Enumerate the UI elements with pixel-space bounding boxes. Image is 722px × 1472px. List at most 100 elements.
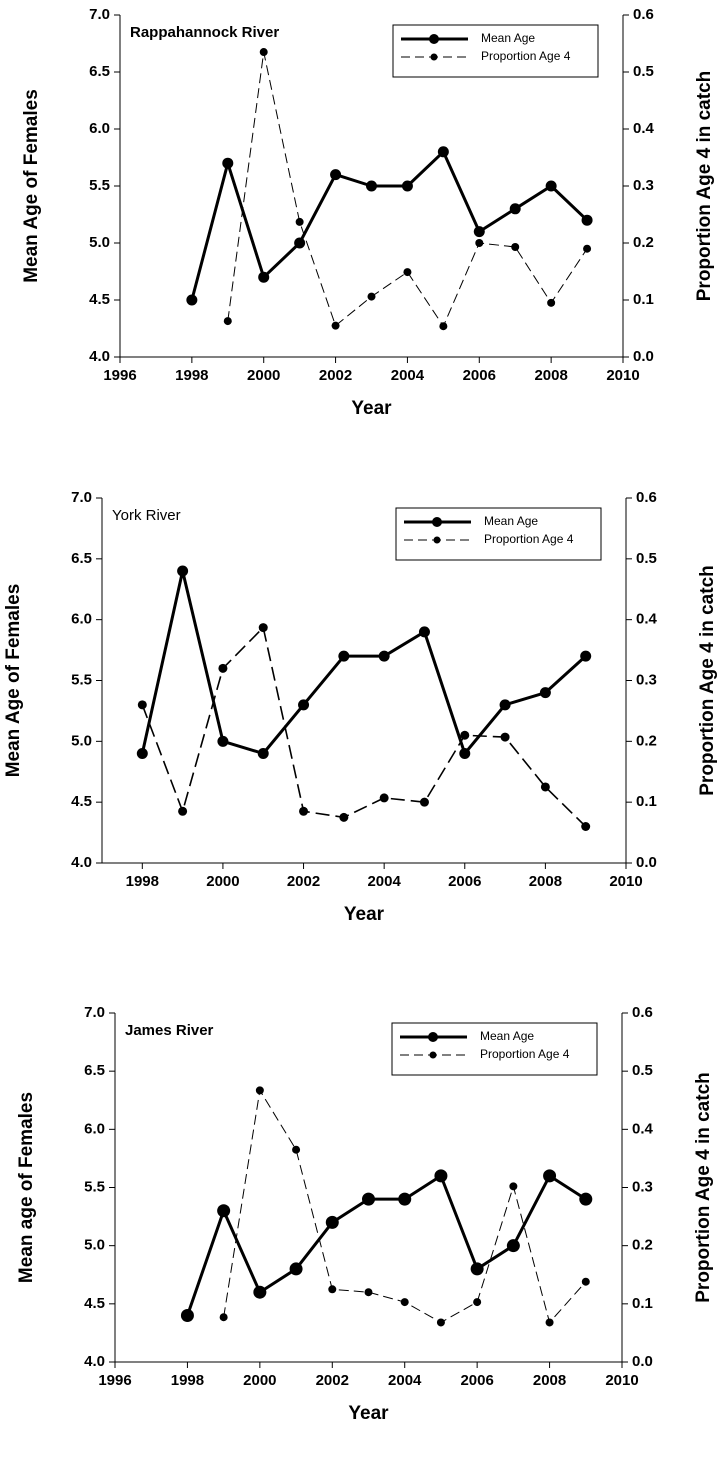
x-tick-label: 2006 — [463, 367, 496, 384]
series-marker — [177, 565, 189, 577]
y2-tick-label: 0.6 — [632, 1004, 653, 1021]
series-marker — [289, 1262, 303, 1276]
legend-label: Mean Age — [484, 514, 538, 528]
series-marker — [222, 157, 234, 169]
series-marker — [545, 180, 557, 192]
series-marker — [378, 650, 390, 662]
y2-axis-title: Proportion Age 4 in catch — [697, 565, 718, 796]
y-tick-label: 7.0 — [71, 489, 92, 506]
series-marker — [299, 806, 309, 816]
series-line — [141, 626, 587, 828]
legend-marker — [430, 53, 438, 61]
y-tick-label: 4.0 — [71, 854, 92, 871]
series-marker — [218, 663, 228, 673]
x-tick-label: 2002 — [319, 367, 352, 384]
series-marker — [379, 793, 389, 803]
series-marker — [511, 242, 520, 251]
series-marker — [136, 748, 148, 759]
y-tick-label: 6.0 — [71, 611, 92, 628]
series-marker — [367, 292, 376, 301]
x-axis-title: Year — [344, 904, 385, 925]
y-axis-title: Mean Age of Females — [21, 89, 42, 283]
legend-label: Mean Age — [480, 1029, 534, 1043]
series-marker — [473, 226, 485, 238]
x-tick-label: 1996 — [103, 367, 136, 384]
y2-tick-label: 0.4 — [636, 611, 658, 628]
series-marker — [398, 1192, 412, 1206]
series-marker — [217, 735, 229, 747]
legend-label: Proportion Age 4 — [481, 49, 571, 63]
series-marker — [581, 1277, 590, 1286]
y-axis-title: Mean age of Females — [16, 1092, 37, 1283]
x-tick-label: 2008 — [534, 367, 567, 384]
series-marker — [186, 294, 198, 306]
y-tick-label: 5.5 — [84, 1178, 105, 1195]
y-tick-label: 7.0 — [89, 6, 110, 23]
y-tick-label: 4.0 — [84, 1353, 105, 1370]
y2-tick-label: 0.2 — [633, 234, 654, 251]
x-tick-label: 1998 — [175, 367, 208, 384]
y-tick-label: 7.0 — [84, 1004, 105, 1021]
series-marker — [499, 699, 511, 711]
y-axis-title: Mean Age of Females — [3, 584, 24, 778]
y-tick-label: 4.5 — [84, 1295, 105, 1312]
y-tick-label: 4.5 — [71, 793, 92, 810]
series-marker — [180, 1308, 194, 1322]
legend-marker — [433, 536, 441, 544]
series-marker — [366, 180, 377, 192]
y-tick-label: 4.5 — [89, 291, 110, 308]
y2-tick-label: 0.6 — [633, 6, 654, 23]
series-marker — [257, 748, 269, 759]
y2-tick-label: 0.1 — [636, 793, 657, 810]
x-tick-label: 2004 — [391, 367, 425, 384]
x-tick-label: 2000 — [247, 367, 280, 384]
y2-axis-title: Proportion Age 4 in catch — [694, 71, 715, 302]
x-tick-label: 2010 — [609, 873, 642, 890]
panel-title: York River — [112, 507, 181, 524]
series-marker — [470, 1262, 484, 1276]
y2-tick-label: 0.6 — [636, 489, 657, 506]
x-tick-label: 1998 — [171, 1372, 204, 1389]
series-marker — [219, 1313, 228, 1322]
series-marker — [500, 732, 510, 742]
series-marker — [436, 1318, 445, 1327]
series-marker — [400, 1298, 409, 1307]
series-marker — [258, 271, 270, 283]
x-tick-label: 2002 — [287, 873, 320, 890]
y2-tick-label: 0.0 — [636, 854, 657, 871]
y-tick-label: 5.5 — [89, 177, 110, 194]
y2-tick-label: 0.5 — [636, 550, 657, 567]
series-marker — [459, 748, 471, 759]
panel-title: Rappahannock River — [130, 24, 279, 41]
series-marker — [328, 1285, 337, 1294]
x-tick-label: 2006 — [448, 873, 481, 890]
y2-tick-label: 0.3 — [636, 671, 657, 688]
y2-tick-label: 0.0 — [632, 1353, 653, 1370]
series-marker — [258, 623, 268, 633]
y2-tick-label: 0.3 — [633, 177, 654, 194]
series-marker — [330, 169, 342, 181]
series-marker — [259, 48, 268, 57]
series-marker — [545, 1318, 554, 1327]
series-marker — [292, 1145, 301, 1154]
legend-marker — [429, 34, 439, 44]
x-tick-label: 2008 — [529, 873, 562, 890]
series-marker — [295, 217, 304, 226]
series-marker — [403, 268, 412, 277]
y-tick-label: 5.5 — [71, 671, 92, 688]
x-tick-label: 2004 — [388, 1372, 422, 1389]
x-tick-label: 2010 — [606, 367, 639, 384]
series-marker — [401, 180, 413, 192]
legend-marker — [428, 1032, 438, 1042]
x-tick-label: 2000 — [206, 873, 239, 890]
x-axis-title: Year — [351, 398, 392, 419]
series-marker — [331, 321, 340, 330]
series-marker — [509, 203, 521, 215]
series-marker — [217, 1204, 231, 1218]
y2-tick-label: 0.1 — [633, 291, 654, 308]
series-marker — [137, 700, 147, 710]
y2-tick-label: 0.2 — [632, 1237, 653, 1254]
x-tick-label: 1996 — [98, 1372, 131, 1389]
y2-tick-label: 0.0 — [633, 348, 654, 365]
